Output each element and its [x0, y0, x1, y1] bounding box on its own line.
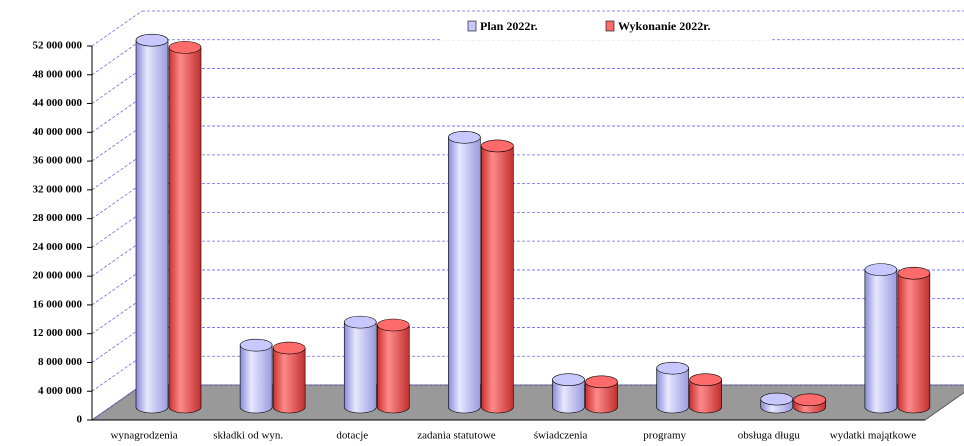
bar [273, 348, 306, 407]
bar [344, 322, 377, 407]
grid-diagonal [91, 269, 143, 306]
grid-diagonal [91, 125, 143, 162]
grid-diagonal [91, 240, 143, 277]
bar-outline [135, 40, 169, 407]
grid-diagonal [91, 96, 143, 133]
bar-outline [864, 269, 898, 407]
bar-outline [585, 381, 618, 407]
y-tick-label: 48 000 000 [33, 68, 83, 80]
grid-diagonal [91, 10, 143, 47]
y-tick-label: 20 000 000 [33, 270, 83, 282]
bar-top [376, 318, 410, 332]
grid-diagonal [91, 384, 143, 421]
legend-box [440, 14, 770, 40]
bar-top [552, 373, 585, 386]
bar-top [168, 41, 202, 54]
bar-outline [689, 379, 722, 407]
bar [897, 273, 930, 407]
grid-diagonal [91, 298, 143, 335]
bar-outline [448, 137, 481, 407]
grid-diagonal [91, 68, 143, 104]
bar-top [656, 361, 689, 375]
y-tick-label: 32 000 000 [33, 183, 83, 195]
bar-outline [552, 379, 585, 407]
bar-outline [239, 345, 273, 407]
y-tick-label: 0 [77, 414, 83, 426]
grid-diagonal [91, 212, 143, 248]
y-tick-label: 40 000 000 [33, 126, 83, 138]
x-tick-label: programy [643, 430, 686, 442]
grid-diagonal [91, 183, 143, 219]
x-tick-label: składki od wyn. [213, 430, 283, 442]
bar-outline [481, 145, 514, 407]
bar-top [343, 315, 377, 329]
bar [377, 325, 410, 407]
y-tick-label: 36 000 000 [33, 155, 83, 167]
grid-diagonal [91, 39, 143, 76]
bar [169, 47, 201, 408]
x-tick-label: wynagrodzenia [110, 430, 177, 442]
bar-top [272, 341, 306, 355]
legend-label: Wykonanie 2022r. [618, 19, 710, 33]
bar-top [760, 392, 794, 406]
bar-top [585, 375, 618, 389]
grid-diagonal [91, 154, 143, 191]
x-tick-label: dotacje [336, 430, 368, 442]
x-tick-label: obsługa długu [738, 430, 801, 442]
bar-outline [897, 273, 931, 407]
bar-top [689, 373, 722, 386]
bar-top [239, 338, 273, 352]
legend-swatch [467, 20, 477, 32]
grid-diagonal [91, 327, 143, 363]
bar-top [448, 130, 481, 144]
bar-top [481, 139, 514, 153]
y-tick-label: 12 000 000 [33, 327, 83, 339]
bar [481, 145, 514, 407]
y-tick-label: 8 000 000 [38, 356, 83, 368]
x-tick-label: zadania statutowe [417, 430, 496, 442]
y-tick-label: 28 000 000 [33, 212, 83, 224]
bar-outline [376, 325, 410, 407]
bar-top [793, 393, 827, 407]
bar-outline [272, 348, 306, 407]
y-tick-label: 24 000 000 [33, 241, 83, 253]
bar [136, 40, 168, 407]
bar-top [864, 263, 898, 276]
bar-outline [343, 322, 377, 407]
bar-top [135, 33, 169, 47]
bar [656, 368, 689, 407]
bar [864, 269, 897, 407]
y-tick-label: 4 000 000 [38, 385, 83, 397]
bar-outline [168, 47, 202, 407]
y-tick-label: 16 000 000 [33, 298, 83, 310]
floor [90, 384, 964, 421]
x-tick-label: świadczenia [534, 430, 588, 442]
bar [240, 345, 273, 407]
legend-swatch [605, 20, 615, 32]
y-tick-label: 52 000 000 [33, 40, 83, 52]
bar [448, 137, 481, 408]
bar-top [897, 266, 931, 280]
y-tick-label: 44 000 000 [33, 97, 83, 109]
bar-outline [760, 399, 794, 407]
legend-label: Plan 2022r. [480, 19, 538, 33]
bar-outline [656, 368, 689, 407]
grid-diagonal [91, 355, 143, 392]
x-tick-label: wydatki majątkowe [830, 430, 917, 442]
